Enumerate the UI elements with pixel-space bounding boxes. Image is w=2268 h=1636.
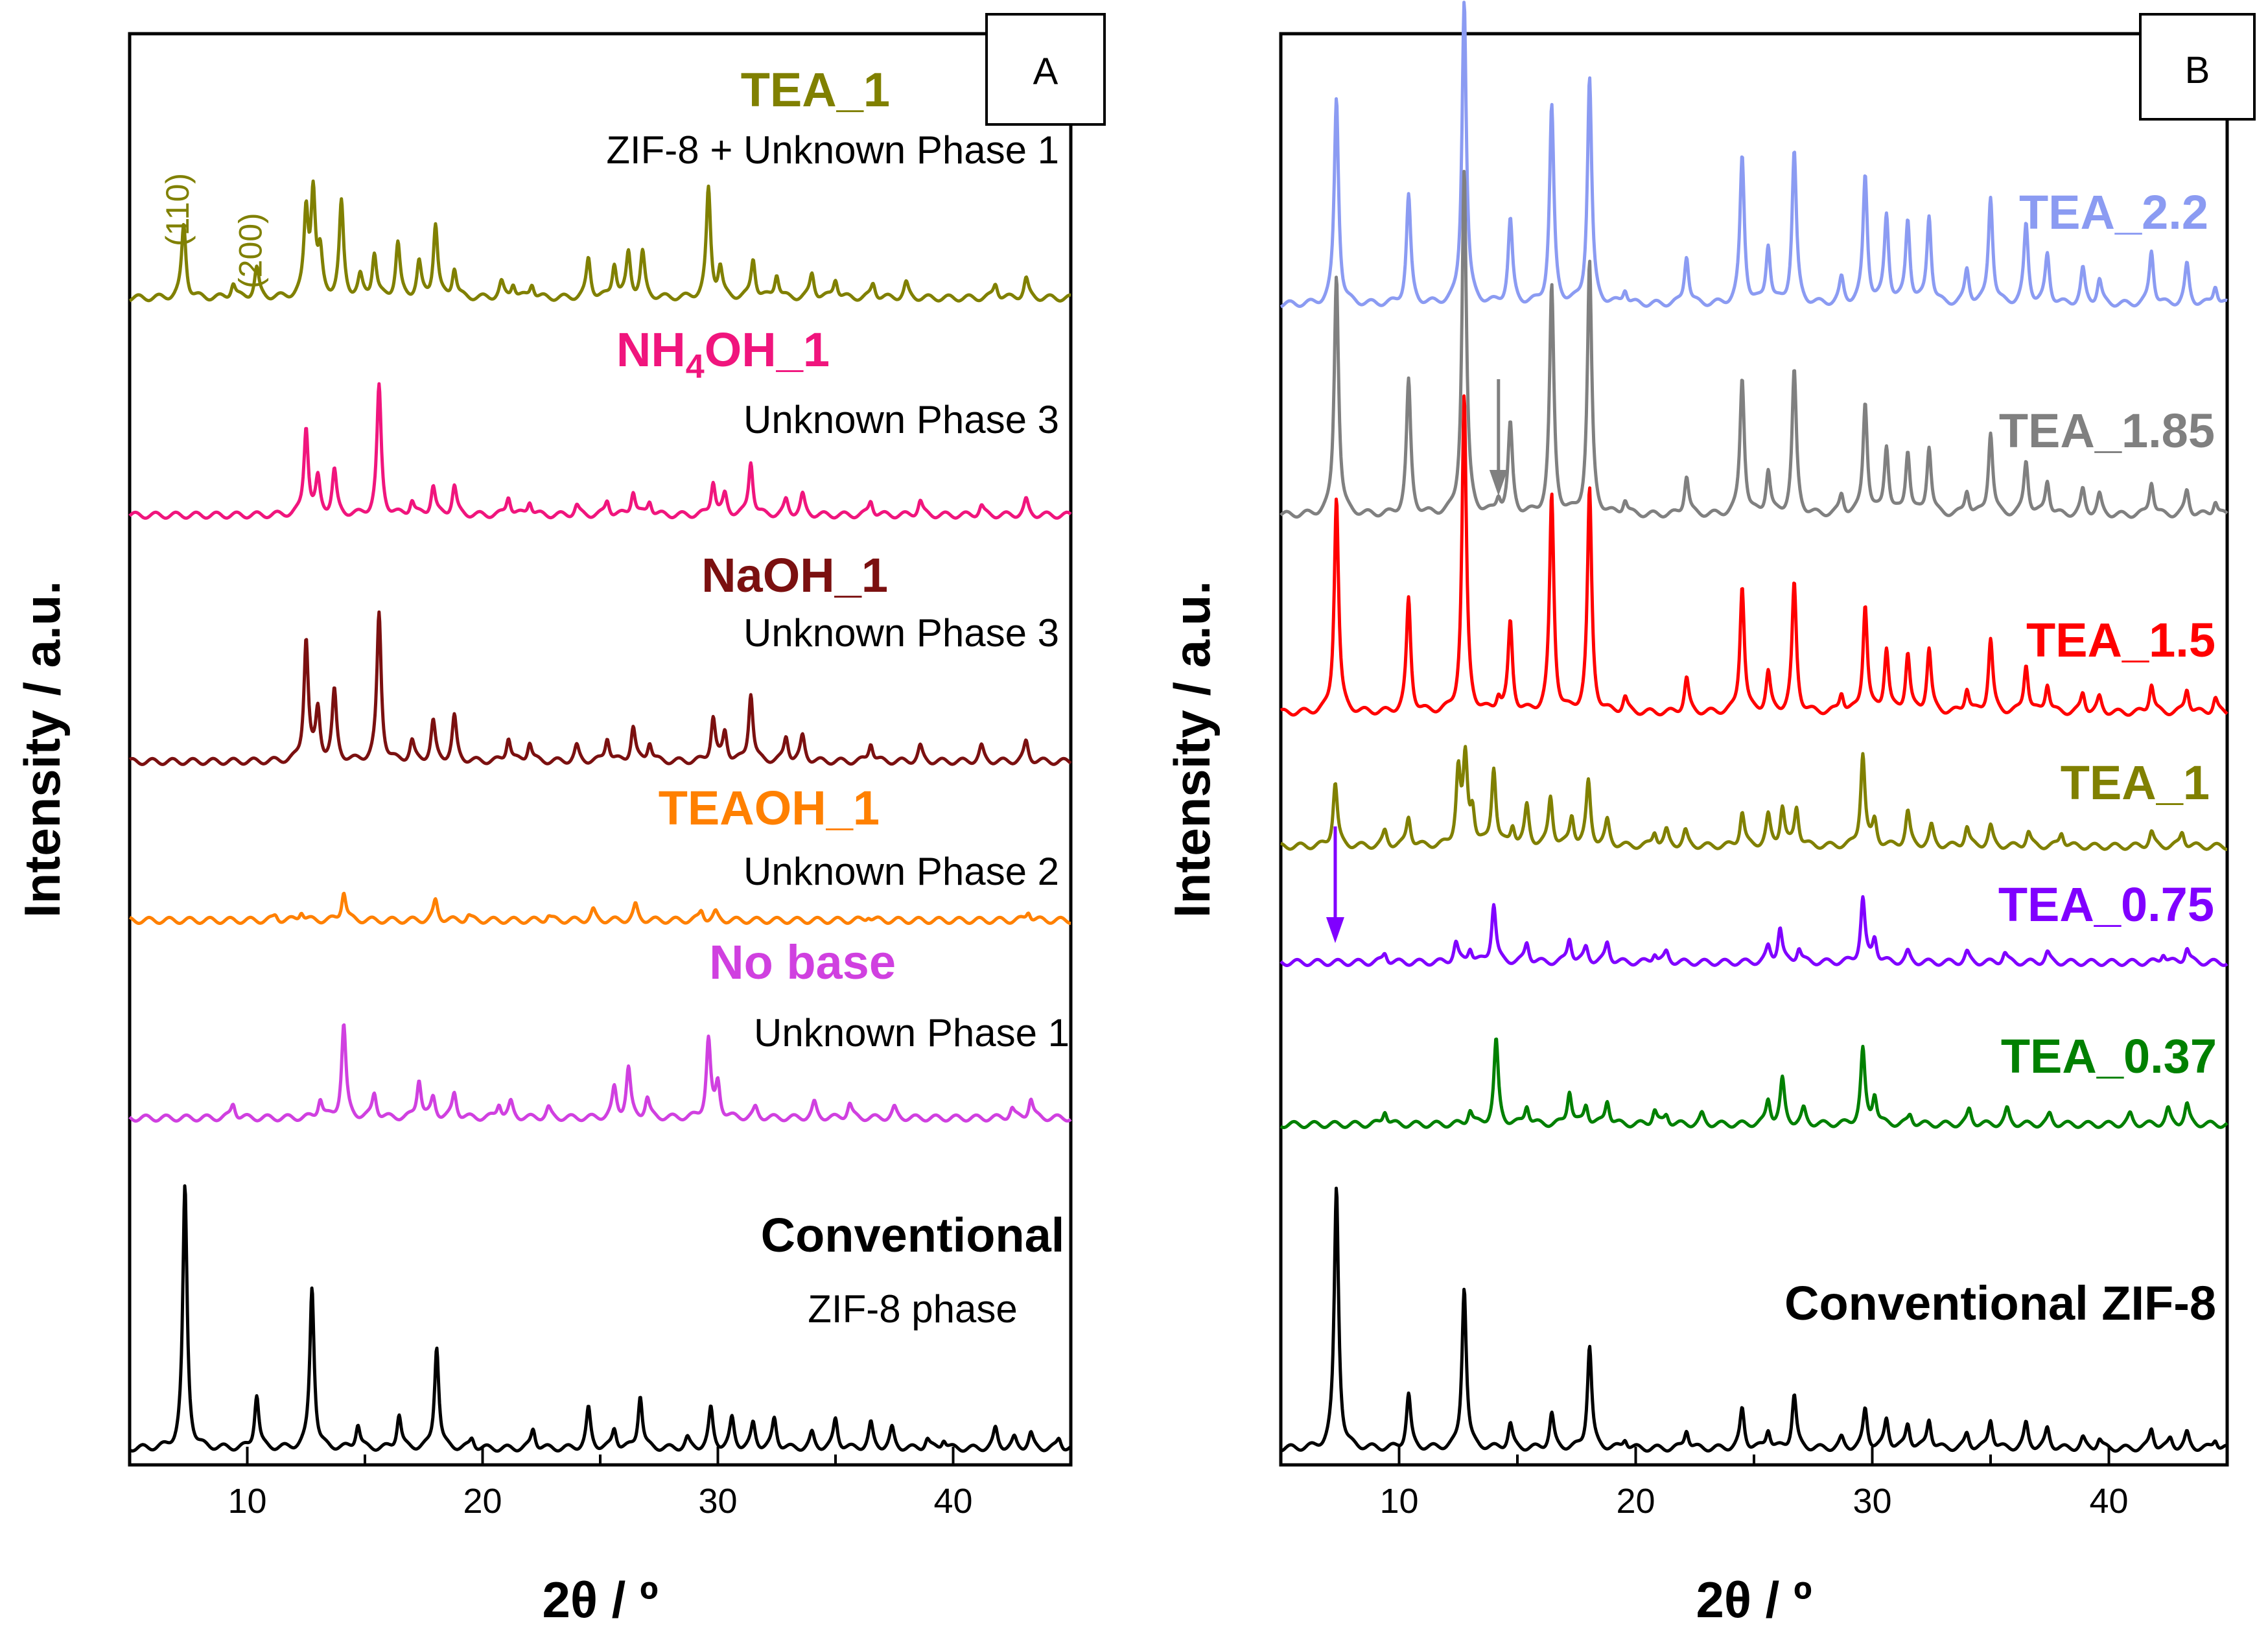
series-line-teaoh-1 (128, 891, 1072, 925)
hkl-annotation-110: (110) (159, 173, 196, 246)
panel-b-y-axis-title: Intensity / a.u. (1163, 581, 1221, 918)
series-line-naoh-1 (128, 610, 1072, 766)
series-subtitle-no-base: Unknown Phase 1 (754, 1011, 1070, 1055)
x-tick-label-20: 20 (1616, 1482, 1655, 1521)
series-line-conventional-zif-8 (1280, 1186, 2228, 1453)
hkl-annotation-200: (200) (232, 213, 268, 288)
x-tick-label-10: 10 (1379, 1482, 1418, 1521)
panel-b: 10 20 30 40 TEA_2.2TEA_1.85TEA_1.5TEA_1TEA_… (1163, 1, 2256, 1628)
series-line-tea-1-5 (1280, 394, 2228, 717)
panel-b-labels: TEA_2.2 TEA_1.85 TEA_1.5 TEA_1 TEA_0.75 TEA_0… (1326, 185, 2217, 1330)
x-tick-label-30: 30 (698, 1482, 737, 1521)
series-line-tea-2-2 (1280, 1, 2228, 309)
series-line-conventional (128, 1184, 1072, 1453)
panel-b-letter-box (2139, 13, 2256, 121)
x-tick-label-30: 30 (1853, 1482, 1891, 1521)
series-label-tea-1-85: TEA_1.85 (1999, 404, 2215, 458)
series-subtitle-naoh-1: Unknown Phase 3 (743, 611, 1059, 655)
series-subtitle-tea-1: ZIF-8 + Unknown Phase 1 (606, 128, 1059, 172)
series-subtitle-teaoh-1: Unknown Phase 2 (743, 850, 1059, 893)
panel-b-curves (1280, 1, 2228, 1453)
x-tick-label-40: 40 (933, 1482, 972, 1521)
panel-b-x-axis-title: 2θ / º (1696, 1571, 1812, 1628)
series-line-tea-0-75 (1280, 895, 2228, 967)
arrow-tea-0-75 (1326, 826, 1344, 943)
panel-b-letter: B (2185, 49, 2210, 91)
x-tick-label-40: 40 (2089, 1482, 2128, 1521)
panel-a-x-axis-title: 2θ / º (542, 1571, 658, 1628)
series-label-tea-1-5: TEA_1.5 (2026, 613, 2215, 667)
series-label-tea-0-37: TEA_0.37 (2001, 1029, 2217, 1083)
series-label-conventional: Conventional (761, 1208, 1065, 1262)
x-tick-label-10: 10 (228, 1482, 266, 1521)
arrow-tea-1-85 (1489, 379, 1508, 496)
panel-a-y-axis-title: Intensity / a.u. (14, 581, 71, 918)
panel-a-labels: TEA_1 ZIF-8 + Unknown Phase 1 NH4OH_1 Unkno… (159, 63, 1070, 1331)
series-label-tea-1: TEA_1 (741, 63, 890, 117)
series-label-tea-0-75: TEA_0.75 (1998, 878, 2214, 931)
panel-a-letter-box (985, 13, 1106, 126)
series-label-no-base: No base (709, 935, 896, 989)
panel-a: 10 20 30 40 TEA_1 ZIF-8 + Unknown Phase 1 NH4… (14, 13, 1106, 1628)
series-label-conventional-zif-8: Conventional ZIF-8 (1784, 1276, 2216, 1330)
series-label-tea-1: TEA_1 (2061, 756, 2210, 810)
x-tick-label-20: 20 (463, 1482, 502, 1521)
series-label-tea-2-2: TEA_2.2 (2019, 185, 2208, 239)
series-label-naoh-1: NaOH_1 (701, 548, 888, 602)
series-label-teaoh-1: TEAOH_1 (659, 781, 880, 835)
series-line-tea-1 (1280, 745, 2228, 851)
series-line-tea-0-37 (1280, 1037, 2228, 1129)
series-line-tea-1-85 (1280, 170, 2228, 519)
panel-a-curves (128, 179, 1072, 1453)
series-line-nh4oh-1 (128, 382, 1072, 520)
series-label-nh4oh-1: NH4OH_1 (616, 323, 830, 386)
series-subtitle-nh4oh-1: Unknown Phase 3 (743, 398, 1059, 441)
panel-b-x-ticks: 10 20 30 40 (1280, 1447, 2228, 1521)
panel-a-x-ticks: 10 20 30 40 (128, 1447, 1072, 1521)
panel-a-letter: A (1033, 51, 1058, 93)
series-subtitle-conventional: ZIF-8 phase (808, 1287, 1017, 1331)
series-line-tea-1 (128, 179, 1072, 303)
series-line-no-base (128, 1023, 1072, 1123)
panel-b-frame (1279, 32, 2229, 1467)
